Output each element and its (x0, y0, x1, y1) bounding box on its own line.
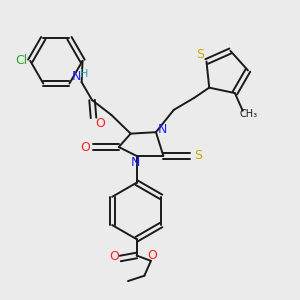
Text: H: H (80, 69, 88, 79)
Text: O: O (148, 249, 158, 262)
Text: Cl: Cl (15, 54, 27, 67)
Text: N: N (158, 123, 167, 136)
Text: CH₃: CH₃ (239, 109, 257, 119)
Text: O: O (81, 140, 90, 154)
Text: S: S (194, 149, 202, 162)
Text: O: O (109, 250, 119, 263)
Text: O: O (95, 117, 105, 130)
Text: N: N (72, 70, 81, 83)
Text: S: S (196, 48, 204, 61)
Text: N: N (130, 156, 140, 169)
